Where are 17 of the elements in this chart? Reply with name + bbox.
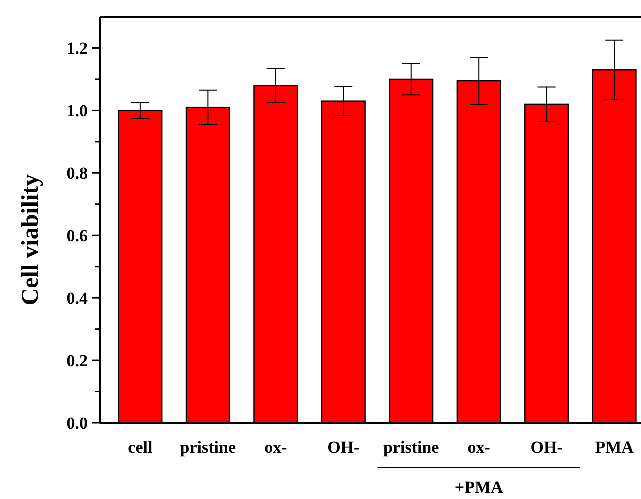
x-tick-label: pristine: [180, 438, 236, 457]
y-tick-label: 0.4: [66, 289, 88, 308]
y-tick-label: 1.2: [66, 39, 88, 58]
text: +PMA: [454, 478, 504, 497]
x-tick-label: PMA: [595, 438, 635, 457]
y-tick-label: 0.0: [66, 414, 88, 433]
x-tick-label: OH-: [530, 438, 564, 457]
x-tick-label: OH-: [328, 438, 360, 457]
x-tick-label: pristine: [384, 438, 440, 457]
x-tick-label: ox-: [468, 438, 491, 457]
y-tick-label: 0.8: [66, 164, 88, 184]
y-tick-label: 0.6: [66, 226, 88, 246]
x-tick-label: cell: [128, 438, 153, 457]
y-axis-title: Cell viability: [18, 174, 44, 306]
y-tick-label: 1.0: [66, 102, 88, 121]
x-tick-label: ox-: [264, 438, 288, 457]
y-tick-label: 0.2: [66, 351, 88, 370]
